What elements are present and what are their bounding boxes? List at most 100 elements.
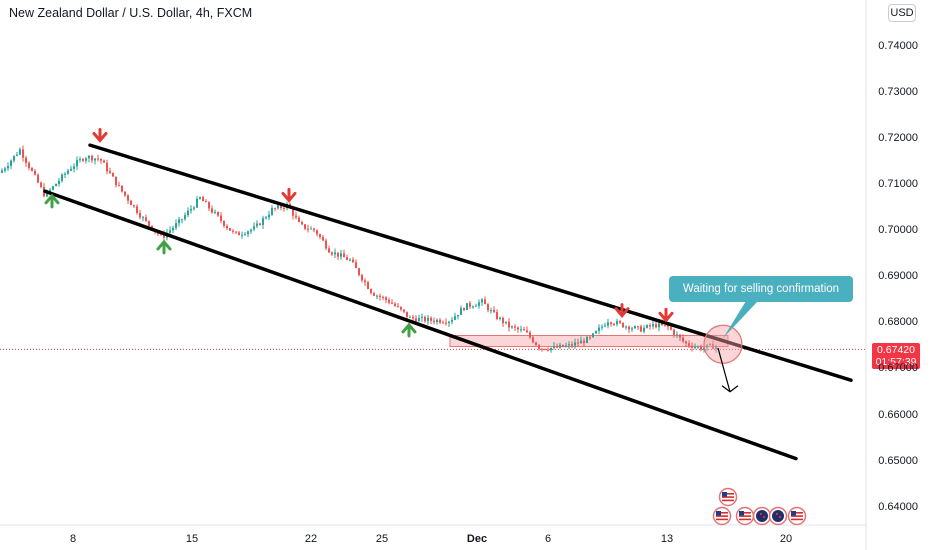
candle-body [85, 158, 87, 161]
candle-body [439, 319, 441, 323]
candle-body [211, 208, 213, 213]
candle-body [649, 325, 651, 327]
candle-body [31, 168, 33, 171]
candle-body [328, 248, 330, 253]
us-flag-event-icon[interactable] [712, 506, 732, 526]
candle-body [487, 304, 489, 311]
candle-body [382, 296, 384, 298]
candle-body [682, 337, 684, 342]
candle-body [106, 162, 108, 172]
candle-body [142, 217, 144, 219]
candle-body [394, 303, 396, 306]
x-tick-label: 25 [375, 533, 389, 545]
candle-body [244, 234, 246, 236]
bar-countdown: 01:57:39 [875, 356, 917, 368]
candle-body [118, 185, 120, 187]
candle-body [202, 197, 204, 202]
candle-body [553, 346, 555, 348]
candle-body [103, 160, 105, 163]
candle-body [595, 330, 597, 334]
candle-body [493, 309, 495, 313]
candle-body [706, 344, 708, 348]
candle-body [271, 208, 273, 215]
candle-body [430, 317, 432, 321]
candle-body [307, 228, 309, 230]
us-flag-event-icon[interactable] [787, 506, 807, 526]
us-flag-event-icon[interactable] [735, 506, 755, 526]
candle-body [505, 321, 507, 324]
candle-body [541, 348, 543, 350]
candle-body [688, 343, 690, 346]
candle-body [7, 165, 9, 169]
candle-body [559, 344, 561, 348]
candle-body [370, 289, 372, 294]
candle-body [604, 325, 606, 327]
candle-body [685, 341, 687, 344]
candle-body [91, 155, 93, 161]
candle-body [508, 321, 510, 328]
candle-body [673, 329, 675, 335]
candle-body [547, 349, 549, 351]
candle-body [322, 236, 324, 241]
candle-body [67, 170, 69, 174]
projection-arrow-head [721, 385, 739, 393]
candle-body [259, 223, 261, 225]
candle-body [391, 302, 393, 304]
candle-body [406, 311, 408, 317]
candle-body [361, 274, 363, 281]
candle-body [1, 170, 3, 173]
nz-flag-event-icon[interactable] [752, 506, 772, 526]
candle-body [640, 326, 642, 332]
candle-body [121, 185, 123, 192]
candle-body [523, 329, 525, 331]
candle-body [475, 305, 477, 307]
candle-body [613, 324, 615, 326]
us-flag-event-icon[interactable] [718, 487, 738, 507]
candle-body [601, 326, 603, 328]
candle-body [139, 213, 141, 218]
candle-body [58, 180, 60, 184]
candle-body [586, 337, 588, 344]
candle-body [571, 344, 573, 346]
candle-body [598, 327, 600, 331]
candle-body [409, 316, 411, 318]
candle-body [577, 342, 579, 344]
candle-body [316, 230, 318, 235]
candle-body [457, 314, 459, 317]
candle-body [256, 223, 258, 227]
candle-body [127, 195, 129, 201]
candle-body [460, 308, 462, 315]
candle-body [28, 162, 30, 169]
candle-body [415, 318, 417, 322]
candle-body [52, 186, 54, 190]
candle-body [61, 174, 63, 181]
y-tick-label: 0.74000 [878, 40, 918, 52]
candle-body [652, 324, 654, 327]
candle-body [511, 326, 513, 328]
nz-flag-event-icon[interactable] [768, 506, 788, 526]
annotation-callout[interactable]: Waiting for selling confirmation [669, 276, 853, 302]
candle-body [187, 210, 189, 216]
candle-body [583, 340, 585, 344]
currency-badge[interactable]: USD [888, 4, 916, 22]
candle-body [661, 323, 663, 326]
candle-body [544, 348, 546, 350]
candle-body [625, 326, 627, 328]
candle-body [400, 306, 402, 310]
candle-body [55, 183, 57, 187]
channel-line-upper [88, 143, 853, 382]
candle-body [250, 229, 252, 232]
candle-body [514, 326, 516, 328]
candle-body [463, 308, 465, 311]
candle-body [679, 334, 681, 338]
candle-body [526, 330, 528, 333]
candle-body [379, 295, 381, 297]
candle-body [592, 333, 594, 338]
candle-body [358, 268, 360, 275]
candle-body [241, 234, 243, 236]
candle-body [574, 342, 576, 346]
candle-body [199, 197, 201, 199]
candle-body [337, 252, 339, 257]
